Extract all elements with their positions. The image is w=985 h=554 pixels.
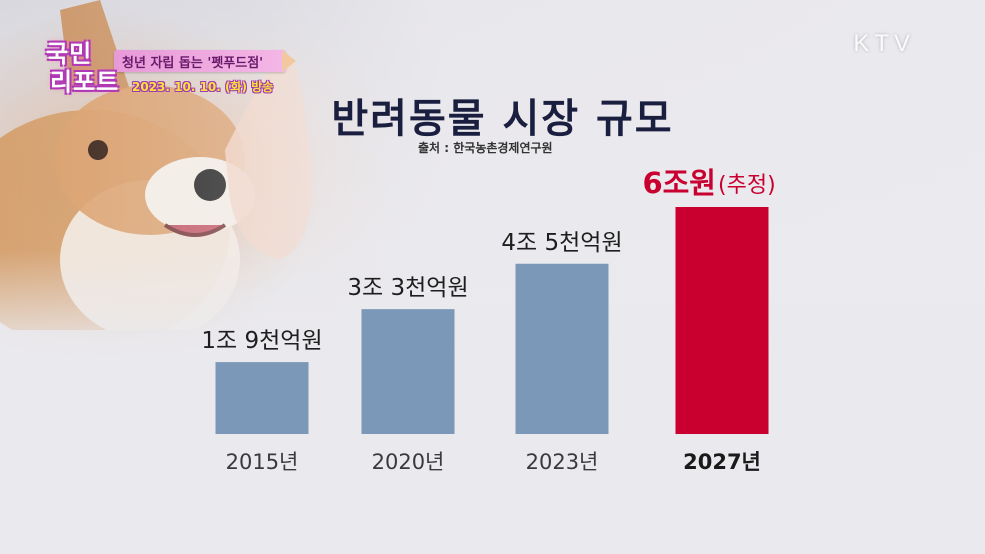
bar-2027년 bbox=[675, 207, 769, 434]
data-label: 4조 5천억원 bbox=[501, 230, 622, 256]
air-date: 2023. 10. 10. (화) 방송 bbox=[132, 80, 274, 94]
channel-logo: KTV bbox=[853, 30, 915, 57]
background-fade-bottom bbox=[0, 250, 985, 554]
data-label-highlight: 6조원 bbox=[642, 166, 716, 200]
badge-strip bbox=[114, 50, 286, 72]
x-tick-label: 2023년 bbox=[526, 450, 599, 474]
bar-2015년 bbox=[215, 362, 309, 434]
program-subtitle: 청년 자립 돕는 '펫푸드점' bbox=[122, 56, 264, 71]
data-label: 1조 9천억원 bbox=[201, 328, 322, 354]
program-badge: 국민 리포트 청년 자립 돕는 '펫푸드점' 2023. 10. 10. (화)… bbox=[44, 34, 304, 104]
program-logo-line2: 리포트 bbox=[50, 68, 120, 96]
chart-title: 반려동물 시장 규모 bbox=[331, 96, 674, 142]
program-logo-line1: 국민 bbox=[46, 40, 93, 68]
data-label: 3조 3천억원 bbox=[347, 275, 468, 301]
bar-2020년 bbox=[361, 309, 455, 434]
pencil-icon bbox=[282, 50, 296, 72]
chart-source: 출처 : 한국농촌경제연구원 bbox=[418, 141, 553, 155]
x-tick-label: 2027년 bbox=[683, 450, 761, 474]
x-tick-label: 2020년 bbox=[372, 450, 445, 474]
x-tick-label: 2015년 bbox=[226, 450, 299, 474]
data-label-note: (추정) bbox=[718, 173, 776, 198]
bar-2023년 bbox=[515, 263, 609, 434]
